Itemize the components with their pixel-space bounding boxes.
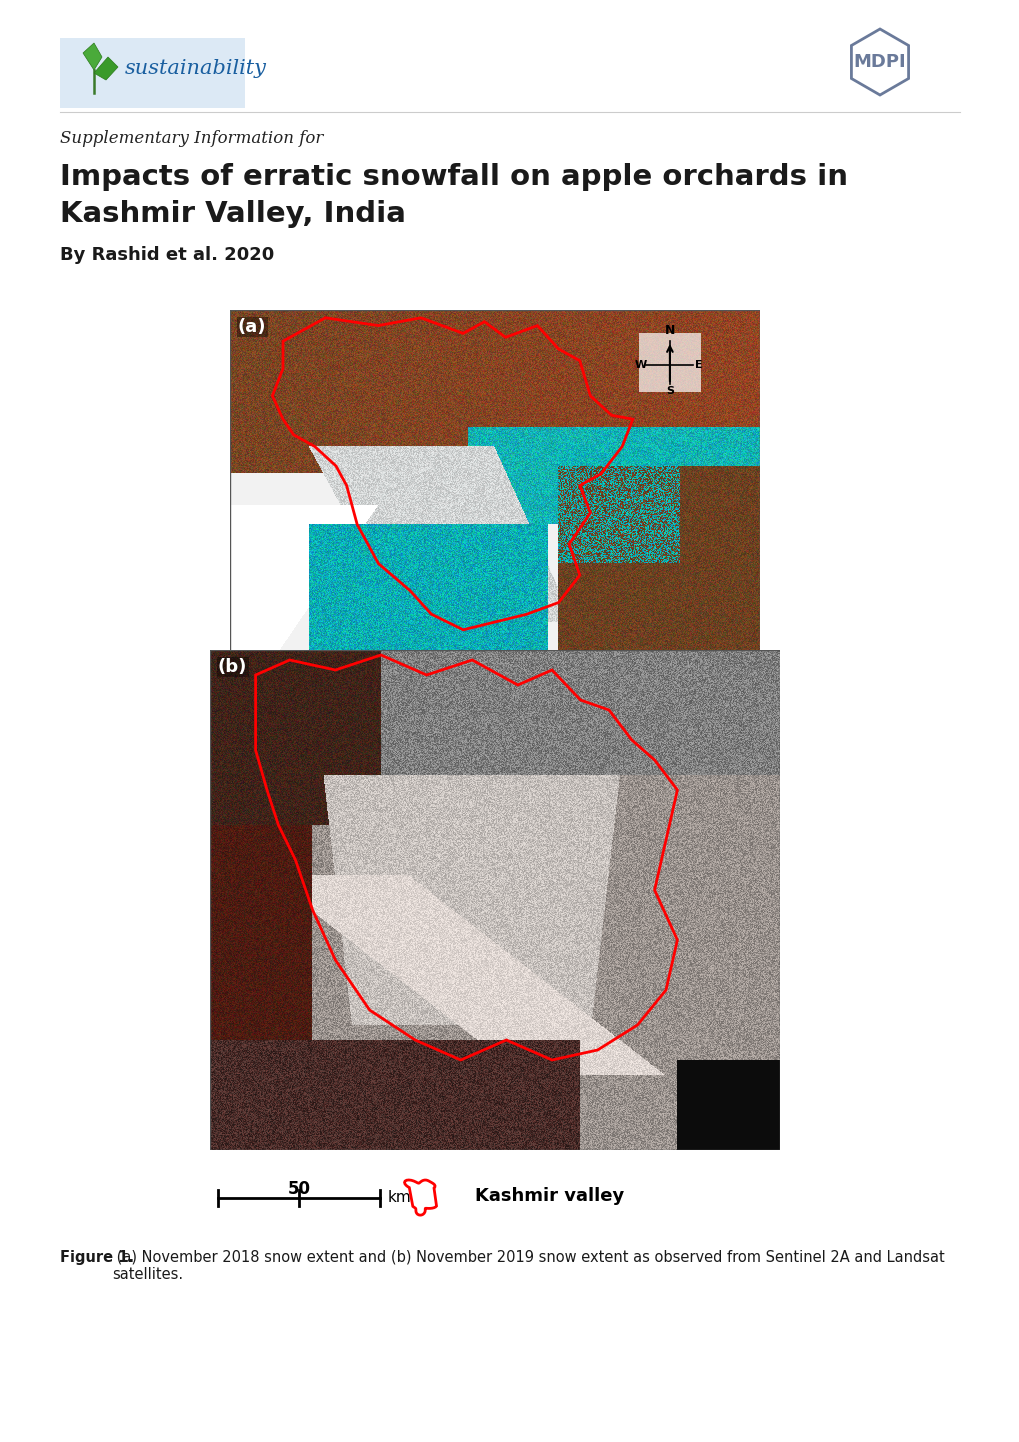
Text: Supplementary Information for: Supplementary Information for [60, 130, 323, 147]
Bar [638, 333, 700, 392]
Text: By Rashid et al. 2020: By Rashid et al. 2020 [60, 247, 274, 264]
Polygon shape [83, 43, 102, 71]
FancyBboxPatch shape [60, 37, 245, 108]
Text: (a) November 2018 snow extent and (b) November 2019 snow extent as observed from: (a) November 2018 snow extent and (b) No… [112, 1250, 944, 1282]
Polygon shape [851, 29, 908, 95]
Text: Figure 1.: Figure 1. [60, 1250, 133, 1265]
Text: 50: 50 [287, 1180, 310, 1198]
Text: Impacts of erratic snowfall on apple orchards in: Impacts of erratic snowfall on apple orc… [60, 163, 847, 190]
Text: W: W [634, 359, 646, 369]
Text: MDPI: MDPI [853, 53, 906, 71]
Text: km: km [387, 1191, 412, 1206]
Text: Kashmir valley: Kashmir valley [475, 1187, 624, 1206]
Text: (b): (b) [218, 658, 248, 676]
Text: sustainability: sustainability [125, 59, 267, 78]
Text: Kashmir Valley, India: Kashmir Valley, India [60, 200, 406, 228]
Polygon shape [94, 58, 118, 79]
Text: N: N [664, 324, 675, 337]
Text: S: S [665, 386, 674, 397]
Text: E: E [695, 359, 702, 369]
Text: (a): (a) [237, 319, 266, 336]
